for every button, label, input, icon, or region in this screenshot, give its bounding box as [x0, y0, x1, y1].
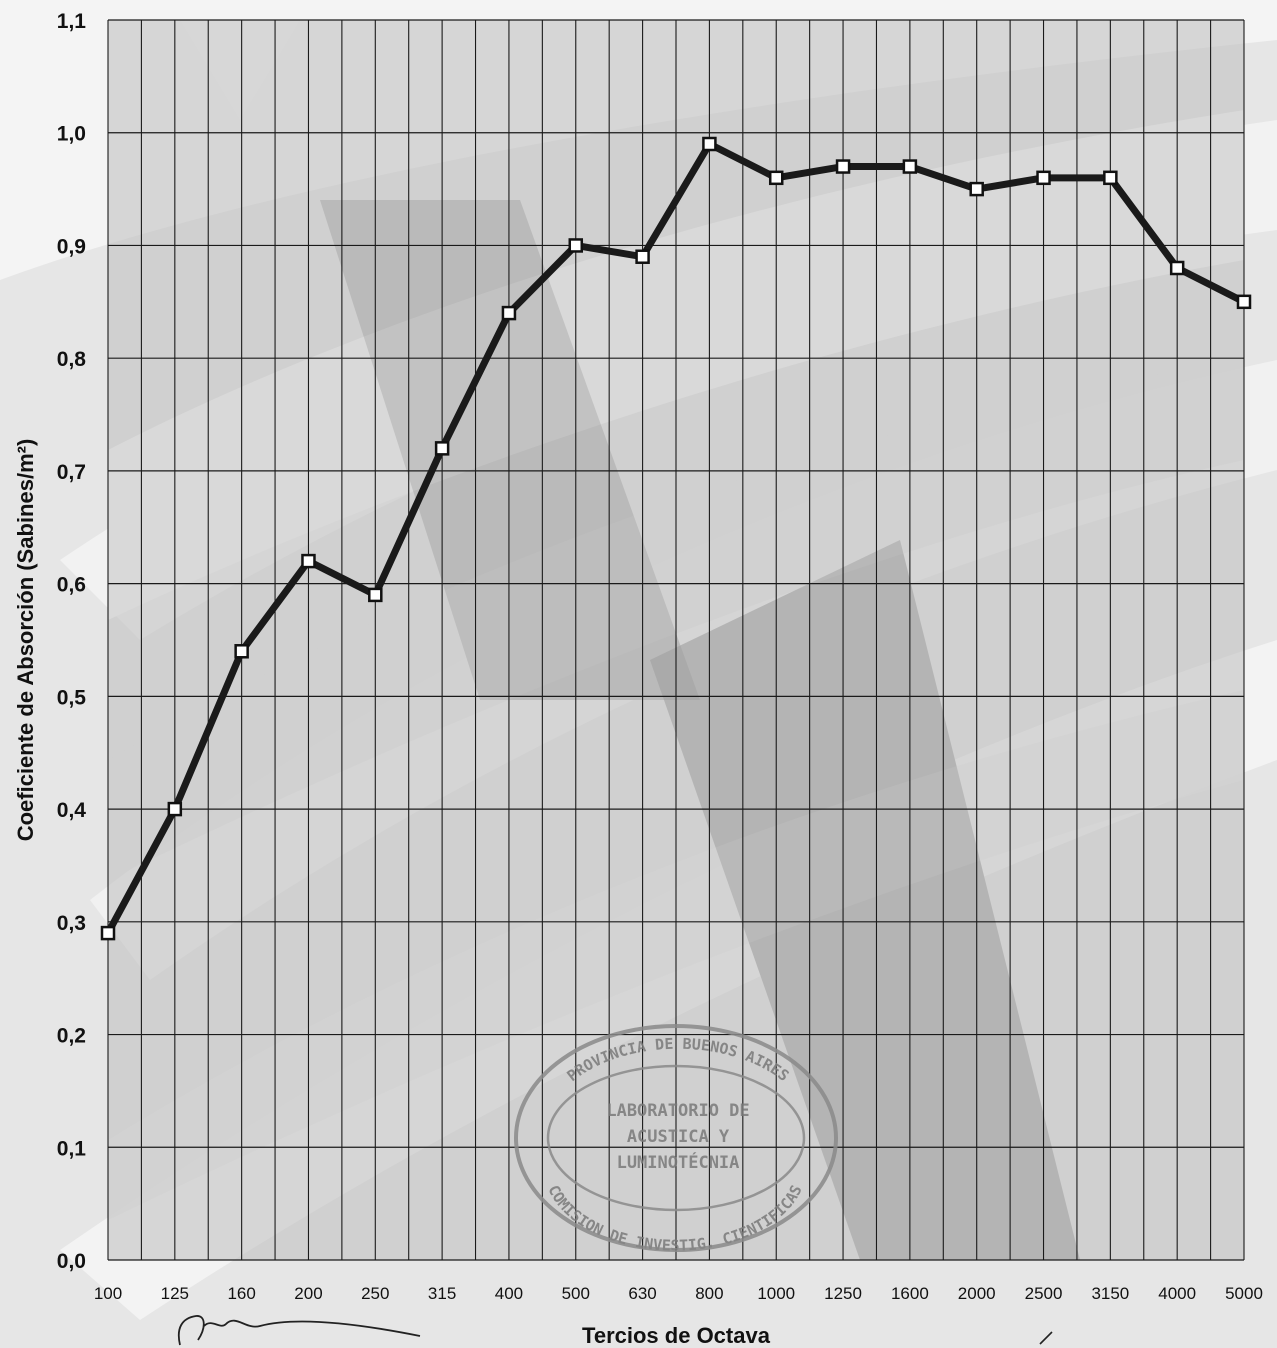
data-point-marker — [902, 159, 918, 174]
x-tick-label: 4000 — [1158, 1284, 1196, 1303]
y-tick-label: 1,0 — [57, 123, 86, 146]
x-tick-label: 3150 — [1091, 1284, 1129, 1303]
y-tick-label: 0,2 — [57, 1025, 86, 1048]
x-tick-label: 630 — [628, 1284, 656, 1303]
data-point-marker — [768, 170, 784, 186]
data-point-marker — [301, 553, 316, 569]
series-layer — [100, 136, 1252, 941]
y-tick-label: 1,1 — [57, 10, 87, 33]
series-line — [104, 140, 1246, 935]
x-tick-label: 500 — [562, 1284, 590, 1303]
signature — [177, 1315, 421, 1346]
data-point-marker — [835, 159, 851, 174]
x-tick-label: 1000 — [757, 1284, 795, 1303]
data-point-marker — [100, 925, 116, 941]
data-point-marker — [368, 587, 383, 603]
stamp-line-3: LUMINOTÉCNIA — [617, 1151, 740, 1173]
y-tick-label: 0,7 — [57, 461, 86, 484]
y-tick-label: 0,9 — [57, 235, 86, 258]
x-tick-label: 100 — [94, 1284, 122, 1303]
data-point-marker — [635, 249, 650, 264]
data-point-marker — [1169, 260, 1185, 276]
data-point-marker — [1036, 170, 1051, 186]
signature-mark-right — [1039, 1331, 1053, 1345]
y-axis-title: Coeficiente de Absorción (Sabines/m²) — [13, 439, 38, 842]
y-tick-label: 0,3 — [57, 912, 86, 935]
x-tick-label: 800 — [695, 1284, 723, 1303]
x-tick-label: 315 — [428, 1284, 456, 1303]
data-point-marker — [434, 441, 450, 456]
data-point-marker — [568, 238, 584, 253]
data-point-marker — [969, 181, 984, 197]
x-tick-label: 200 — [294, 1284, 322, 1303]
x-tick-label: 1600 — [891, 1284, 929, 1303]
y-tick-label: 0,8 — [57, 348, 87, 371]
y-tick-label: 0,1 — [57, 1137, 87, 1160]
y-axis-ticks: 0,0 0,1 0,2 0,3 0,4 0,5 0,6 0,7 0,8 0,9 1,0 1,1 — [57, 10, 87, 1273]
x-tick-label: 2500 — [1025, 1284, 1063, 1303]
x-tick-label: 2000 — [958, 1284, 996, 1303]
x-tick-label: 125 — [161, 1284, 189, 1303]
y-tick-label: 0,5 — [57, 686, 87, 709]
stamp-line-2: ACUSTICA Y — [627, 1127, 730, 1147]
x-tick-label: 250 — [361, 1284, 389, 1303]
x-tick-label: 400 — [495, 1284, 523, 1303]
x-tick-label: 160 — [227, 1284, 255, 1303]
x-tick-label: 1250 — [824, 1284, 862, 1303]
data-point-marker — [501, 305, 517, 321]
x-tick-label: 5000 — [1225, 1284, 1263, 1303]
x-axis-ticks: 100 125 160 200 250 315 400 500 630 800 1000 1250 16… — [94, 1284, 1263, 1303]
y-tick-label: 0,0 — [57, 1250, 86, 1273]
data-point-marker — [1103, 170, 1118, 186]
y-tick-label: 0,4 — [57, 799, 87, 822]
data-point-marker — [234, 644, 249, 659]
x-axis-title: Tercios de Octava — [582, 1323, 771, 1348]
data-point-marker — [167, 801, 183, 817]
y-tick-label: 0,6 — [57, 574, 86, 597]
stamp-line-1: LABORATORIO DE — [606, 1101, 749, 1121]
data-point-marker — [702, 136, 717, 152]
data-point-marker — [1236, 294, 1252, 310]
grid — [107, 19, 1245, 1261]
